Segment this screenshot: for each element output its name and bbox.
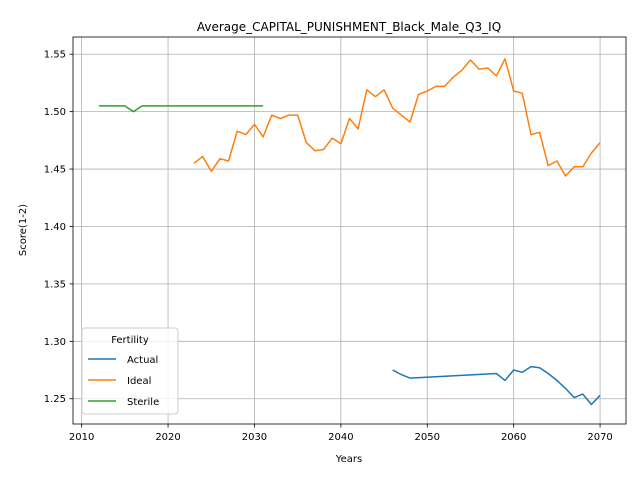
- x-tick-label: 2040: [328, 432, 353, 443]
- y-tick-label: 1.35: [44, 279, 66, 290]
- legend-label-sterile: Sterile: [127, 397, 159, 408]
- legend-label-actual: Actual: [127, 355, 158, 366]
- series-line-sterile: [98, 105, 264, 113]
- x-axis-ticks: 2010 2020 2030 2040 2050 2060 2070: [69, 424, 613, 443]
- y-tick-label: 1.45: [44, 165, 66, 176]
- y-tick-label: 1.55: [44, 50, 66, 61]
- series-line-ideal: [193, 58, 601, 177]
- x-tick-label: 2060: [501, 432, 526, 443]
- x-tick-label: 2050: [415, 432, 440, 443]
- series-lines: [98, 58, 601, 406]
- legend-items: Actual Ideal Sterile: [88, 355, 159, 408]
- x-axis-label: Years: [335, 454, 362, 465]
- y-tick-label: 1.40: [44, 222, 66, 233]
- legend-title: Fertility: [111, 335, 149, 346]
- y-tick-label: 1.50: [44, 107, 66, 118]
- grid: [73, 37, 626, 424]
- y-axis-ticks: 1.25 1.30 1.35 1.40 1.45 1.50 1.55: [44, 50, 73, 405]
- legend-label-ideal: Ideal: [127, 376, 151, 387]
- legend: Fertility Actual Ideal Sterile: [81, 327, 179, 415]
- series-line-actual: [392, 365, 601, 406]
- y-axis-label: Score(1-2): [18, 204, 29, 256]
- x-tick-label: 2030: [242, 432, 267, 443]
- legend-box: [81, 327, 179, 415]
- x-tick-label: 2020: [155, 432, 180, 443]
- y-tick-label: 1.25: [44, 394, 66, 405]
- x-tick-label: 2070: [587, 432, 612, 443]
- plot-frame: [72, 36, 627, 425]
- y-tick-label: 1.30: [44, 337, 66, 348]
- chart-title: Average_CAPITAL_PUNISHMENT_Black_Male_Q3…: [197, 20, 501, 34]
- x-tick-label: 2010: [69, 432, 94, 443]
